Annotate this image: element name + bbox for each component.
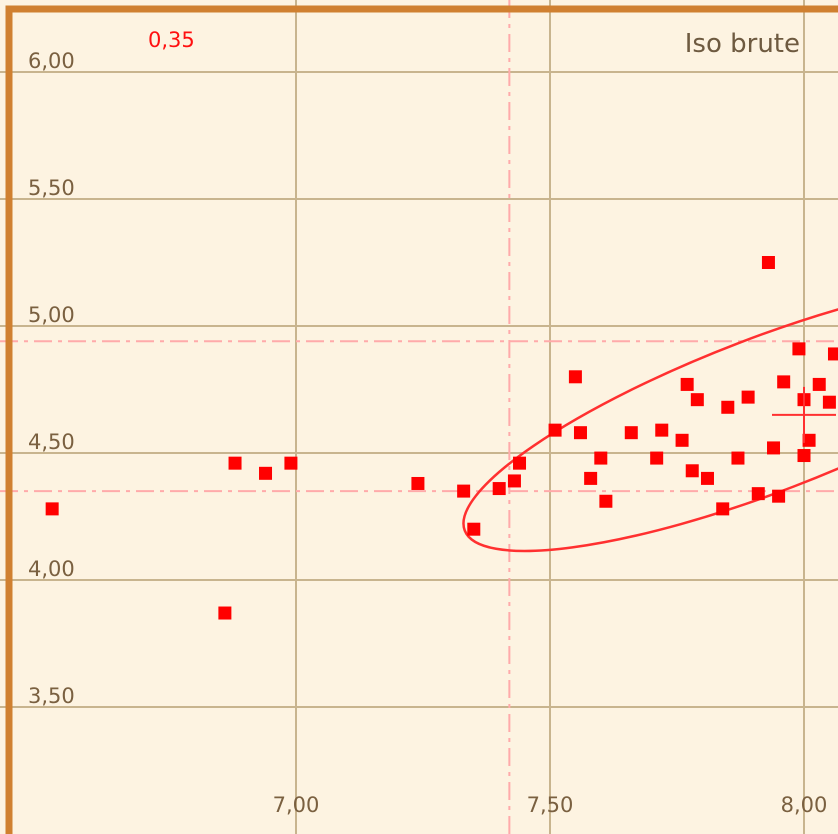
- data-point-15: [594, 451, 608, 465]
- confidence-ellipse-group: [462, 277, 838, 553]
- data-point-32: [772, 489, 786, 503]
- data-point-40: [827, 347, 838, 361]
- data-point-31: [767, 441, 781, 455]
- data-point-3: [284, 456, 298, 470]
- data-point-12: [568, 370, 582, 384]
- data-point-27: [731, 451, 745, 465]
- data-point-29: [751, 487, 765, 501]
- data-point-10: [513, 456, 527, 470]
- x-tick-label-2: 8,00: [781, 793, 828, 817]
- data-point-13: [573, 426, 587, 440]
- y-tick-label-1: 4,00: [28, 557, 75, 581]
- chart-title: Iso brute: [685, 29, 800, 59]
- data-point-9: [507, 474, 521, 488]
- mean-cross-group: [772, 386, 836, 443]
- correlation-annotation: 0,35: [148, 28, 195, 52]
- data-point-8: [492, 482, 506, 496]
- data-point-39: [822, 395, 836, 409]
- data-point-11: [548, 423, 562, 437]
- data-point-36: [797, 449, 811, 463]
- data-point-25: [716, 502, 730, 516]
- x-tick-label-0: 7,00: [273, 793, 320, 817]
- data-point-20: [675, 433, 689, 447]
- data-point-26: [721, 400, 735, 414]
- data-point-34: [792, 342, 806, 356]
- data-point-33: [777, 375, 791, 389]
- data-point-24: [700, 471, 714, 485]
- data-point-23: [690, 393, 704, 407]
- data-point-28: [741, 390, 755, 404]
- y-tick-label-2: 4,50: [28, 430, 75, 454]
- x-tick-label-1: 7,50: [527, 793, 574, 817]
- data-point-0: [45, 502, 59, 516]
- data-point-4: [218, 606, 232, 620]
- data-point-6: [457, 484, 471, 498]
- y-tick-label-5: 6,00: [28, 49, 75, 73]
- y-axis-ticks: 3,50 4,00 4,50 5,00 5,50 6,00: [28, 49, 75, 708]
- chart-frame-border: [5, 5, 838, 834]
- data-point-1: [228, 456, 242, 470]
- data-point-37: [802, 433, 816, 447]
- data-point-30: [761, 256, 775, 269]
- x-axis-ticks: 7,007,508,008,509,009,50: [273, 793, 828, 817]
- confidence-ellipse: [462, 277, 838, 553]
- data-point-7: [467, 522, 481, 536]
- data-point-21: [680, 377, 694, 391]
- y-tick-label-3: 5,00: [28, 303, 75, 327]
- data-point-5: [411, 476, 425, 490]
- data-point-19: [655, 423, 669, 437]
- data-point-2: [259, 466, 273, 480]
- data-point-38: [812, 377, 826, 391]
- data-points: [45, 256, 838, 620]
- data-point-22: [685, 464, 699, 478]
- y-tick-label-0: 3,50: [28, 684, 75, 708]
- data-point-17: [624, 426, 638, 440]
- data-point-14: [584, 471, 598, 485]
- data-point-18: [650, 451, 664, 465]
- data-point-16: [599, 494, 613, 508]
- y-tick-label-4: 5,50: [28, 176, 75, 200]
